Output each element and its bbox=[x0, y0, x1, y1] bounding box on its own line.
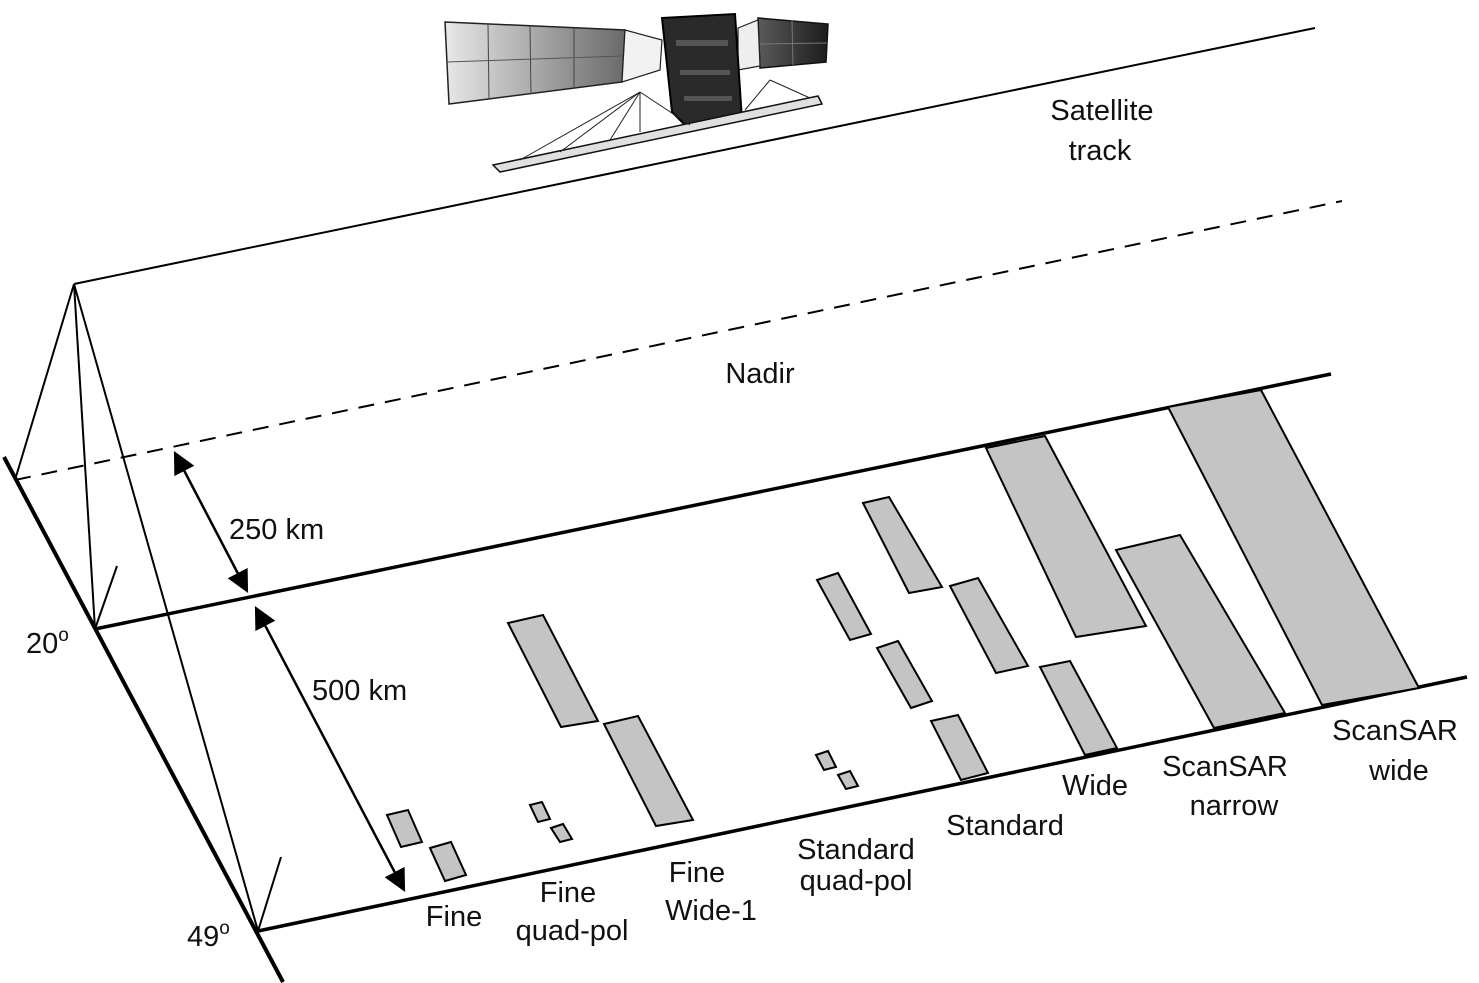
arrow-250km bbox=[173, 451, 249, 593]
satellite-track-line bbox=[73, 27, 1316, 285]
ground-edge-line bbox=[2, 456, 285, 983]
swaths-standard bbox=[861, 495, 1030, 782]
satellite-icon bbox=[444, 12, 829, 173]
label-mode-standard: Standard bbox=[946, 810, 1064, 842]
label-mode-fine-quad-pol: Fine quad-pol bbox=[516, 877, 629, 947]
label-500km: 500 km bbox=[312, 675, 407, 707]
swath-scansar-wide bbox=[1166, 388, 1421, 707]
label-angle-20: 20o bbox=[26, 625, 69, 660]
swath-fine-wide-1 bbox=[602, 714, 695, 828]
label-mode-standard-quad-pol: Standard quad-pol bbox=[797, 834, 923, 897]
viewing-geometry bbox=[14, 283, 282, 932]
swaths-wide bbox=[984, 434, 1148, 757]
label-angle-49: 49o bbox=[187, 918, 230, 953]
label-mode-fine: Fine bbox=[426, 901, 482, 933]
near-range-line bbox=[94, 372, 1332, 631]
arrow-500km bbox=[254, 606, 406, 892]
label-mode-fine-wide-1: Fine Wide-1 bbox=[665, 857, 757, 927]
swaths-standard-quad-pol bbox=[814, 571, 934, 791]
label-mode-wide: Wide bbox=[1062, 770, 1128, 802]
label-mode-scansar-wide: ScanSAR wide bbox=[1332, 715, 1466, 787]
swaths-fine-quad-pol bbox=[528, 800, 574, 844]
swath-scansar-narrow bbox=[1114, 533, 1287, 730]
label-nadir: Nadir bbox=[725, 358, 795, 390]
label-satellite-track: Satellite track bbox=[1050, 95, 1161, 167]
label-250km: 250 km bbox=[229, 514, 324, 546]
far-range-line bbox=[257, 675, 1468, 933]
nadir-line bbox=[14, 200, 1343, 481]
label-mode-scansar-narrow: ScanSAR narrow bbox=[1162, 751, 1296, 822]
swaths-fine bbox=[385, 808, 468, 883]
swath-fine-quad-pol-wide bbox=[506, 613, 600, 729]
